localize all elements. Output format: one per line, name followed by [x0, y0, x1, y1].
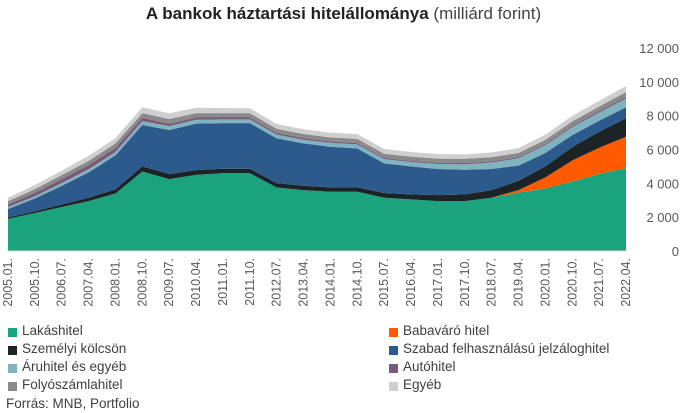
legend-label: Lakáshitel	[22, 323, 83, 338]
area-series-3	[8, 107, 626, 218]
chart-title-main: A bankok háztartási hitelállománya	[145, 4, 429, 23]
x-tick-label: 2014.01.	[323, 258, 337, 307]
legend-swatch	[8, 382, 17, 391]
x-tick-label: 2017.01.	[431, 258, 445, 307]
legend-label: Szabad felhasználású jelzáloghitel	[403, 341, 610, 356]
x-tick-label: 2017.10.	[458, 258, 472, 307]
area-series-7	[8, 86, 626, 202]
source-note: Forrás: MNB, Portfolio	[6, 396, 140, 411]
x-tick-label: 2007.04.	[82, 258, 96, 307]
y-tick-label: 12 000	[639, 41, 679, 56]
y-tick-label: 6 000	[646, 143, 679, 158]
x-tick-label: 2016.04.	[404, 258, 418, 307]
x-tick-label: 2008.10.	[135, 258, 149, 307]
y-tick-label: 10 000	[639, 75, 679, 90]
x-axis-tick-labels: 2005.01. 2005.10. 2006.07. 2007.04. 2008.01.…	[1, 258, 633, 307]
legend-swatch	[389, 382, 398, 391]
y-tick-label: 0	[672, 244, 679, 259]
legend-label: Áruhitel és egyéb	[22, 359, 127, 374]
legend-swatch	[389, 346, 398, 355]
y-tick-label: 4 000	[646, 176, 679, 191]
y-axis-tick-labels: 0 2 000 4 000 6 000 8 000 10 000 12 000	[639, 41, 679, 259]
chart-title: A bankok háztartási hitelállománya (mill…	[0, 4, 687, 24]
legend-swatch	[8, 364, 17, 373]
x-tick-label: 2005.10.	[28, 258, 42, 307]
x-tick-label: 2005.01.	[1, 258, 15, 307]
x-tick-label: 2009.07.	[162, 258, 176, 307]
x-tick-label: 2011.01.	[216, 258, 230, 306]
x-tick-label: 2019.04.	[512, 258, 526, 307]
x-tick-label: 2013.04.	[297, 258, 311, 307]
area-series-5	[8, 96, 626, 208]
x-tick-label: 2011.10.	[243, 258, 257, 306]
area-series-4	[8, 98, 626, 210]
area-series-group	[8, 86, 626, 251]
x-tick-label: 2020.10.	[565, 258, 579, 307]
legend-label: Babaváró hitel	[403, 323, 490, 338]
x-tick-label: 2015.07.	[377, 258, 391, 307]
x-tick-label: 2018.07.	[485, 258, 499, 307]
legend-swatch	[8, 346, 17, 355]
x-tick-label: 2022.04.	[619, 258, 633, 307]
area-series-6	[8, 91, 626, 205]
legend-swatch	[389, 328, 398, 337]
chart-title-unit: (milliárd forint)	[433, 4, 542, 23]
x-tick-label: 2021.07.	[592, 258, 606, 307]
x-tick-label: 2010.04.	[189, 258, 203, 307]
x-tick-label: 2012.07.	[270, 258, 284, 307]
x-tick-label: 2020.01.	[538, 258, 552, 307]
area-series-0	[8, 168, 626, 251]
area-series-2	[8, 118, 626, 219]
legend-swatch	[389, 364, 398, 373]
legend-swatch	[8, 328, 17, 337]
y-tick-label: 2 000	[646, 210, 679, 225]
x-tick-label: 2014.10.	[350, 258, 364, 307]
y-tick-label: 8 000	[646, 109, 679, 124]
x-tick-label: 2008.01.	[108, 258, 122, 307]
legend-label: Személyi kölcsön	[22, 341, 127, 356]
legend-label: Folyószámlahitel	[22, 377, 123, 392]
legend-label: Autóhitel	[403, 359, 456, 374]
x-tick-label: 2006.07.	[55, 258, 69, 307]
legend-label: Egyéb	[403, 377, 442, 392]
